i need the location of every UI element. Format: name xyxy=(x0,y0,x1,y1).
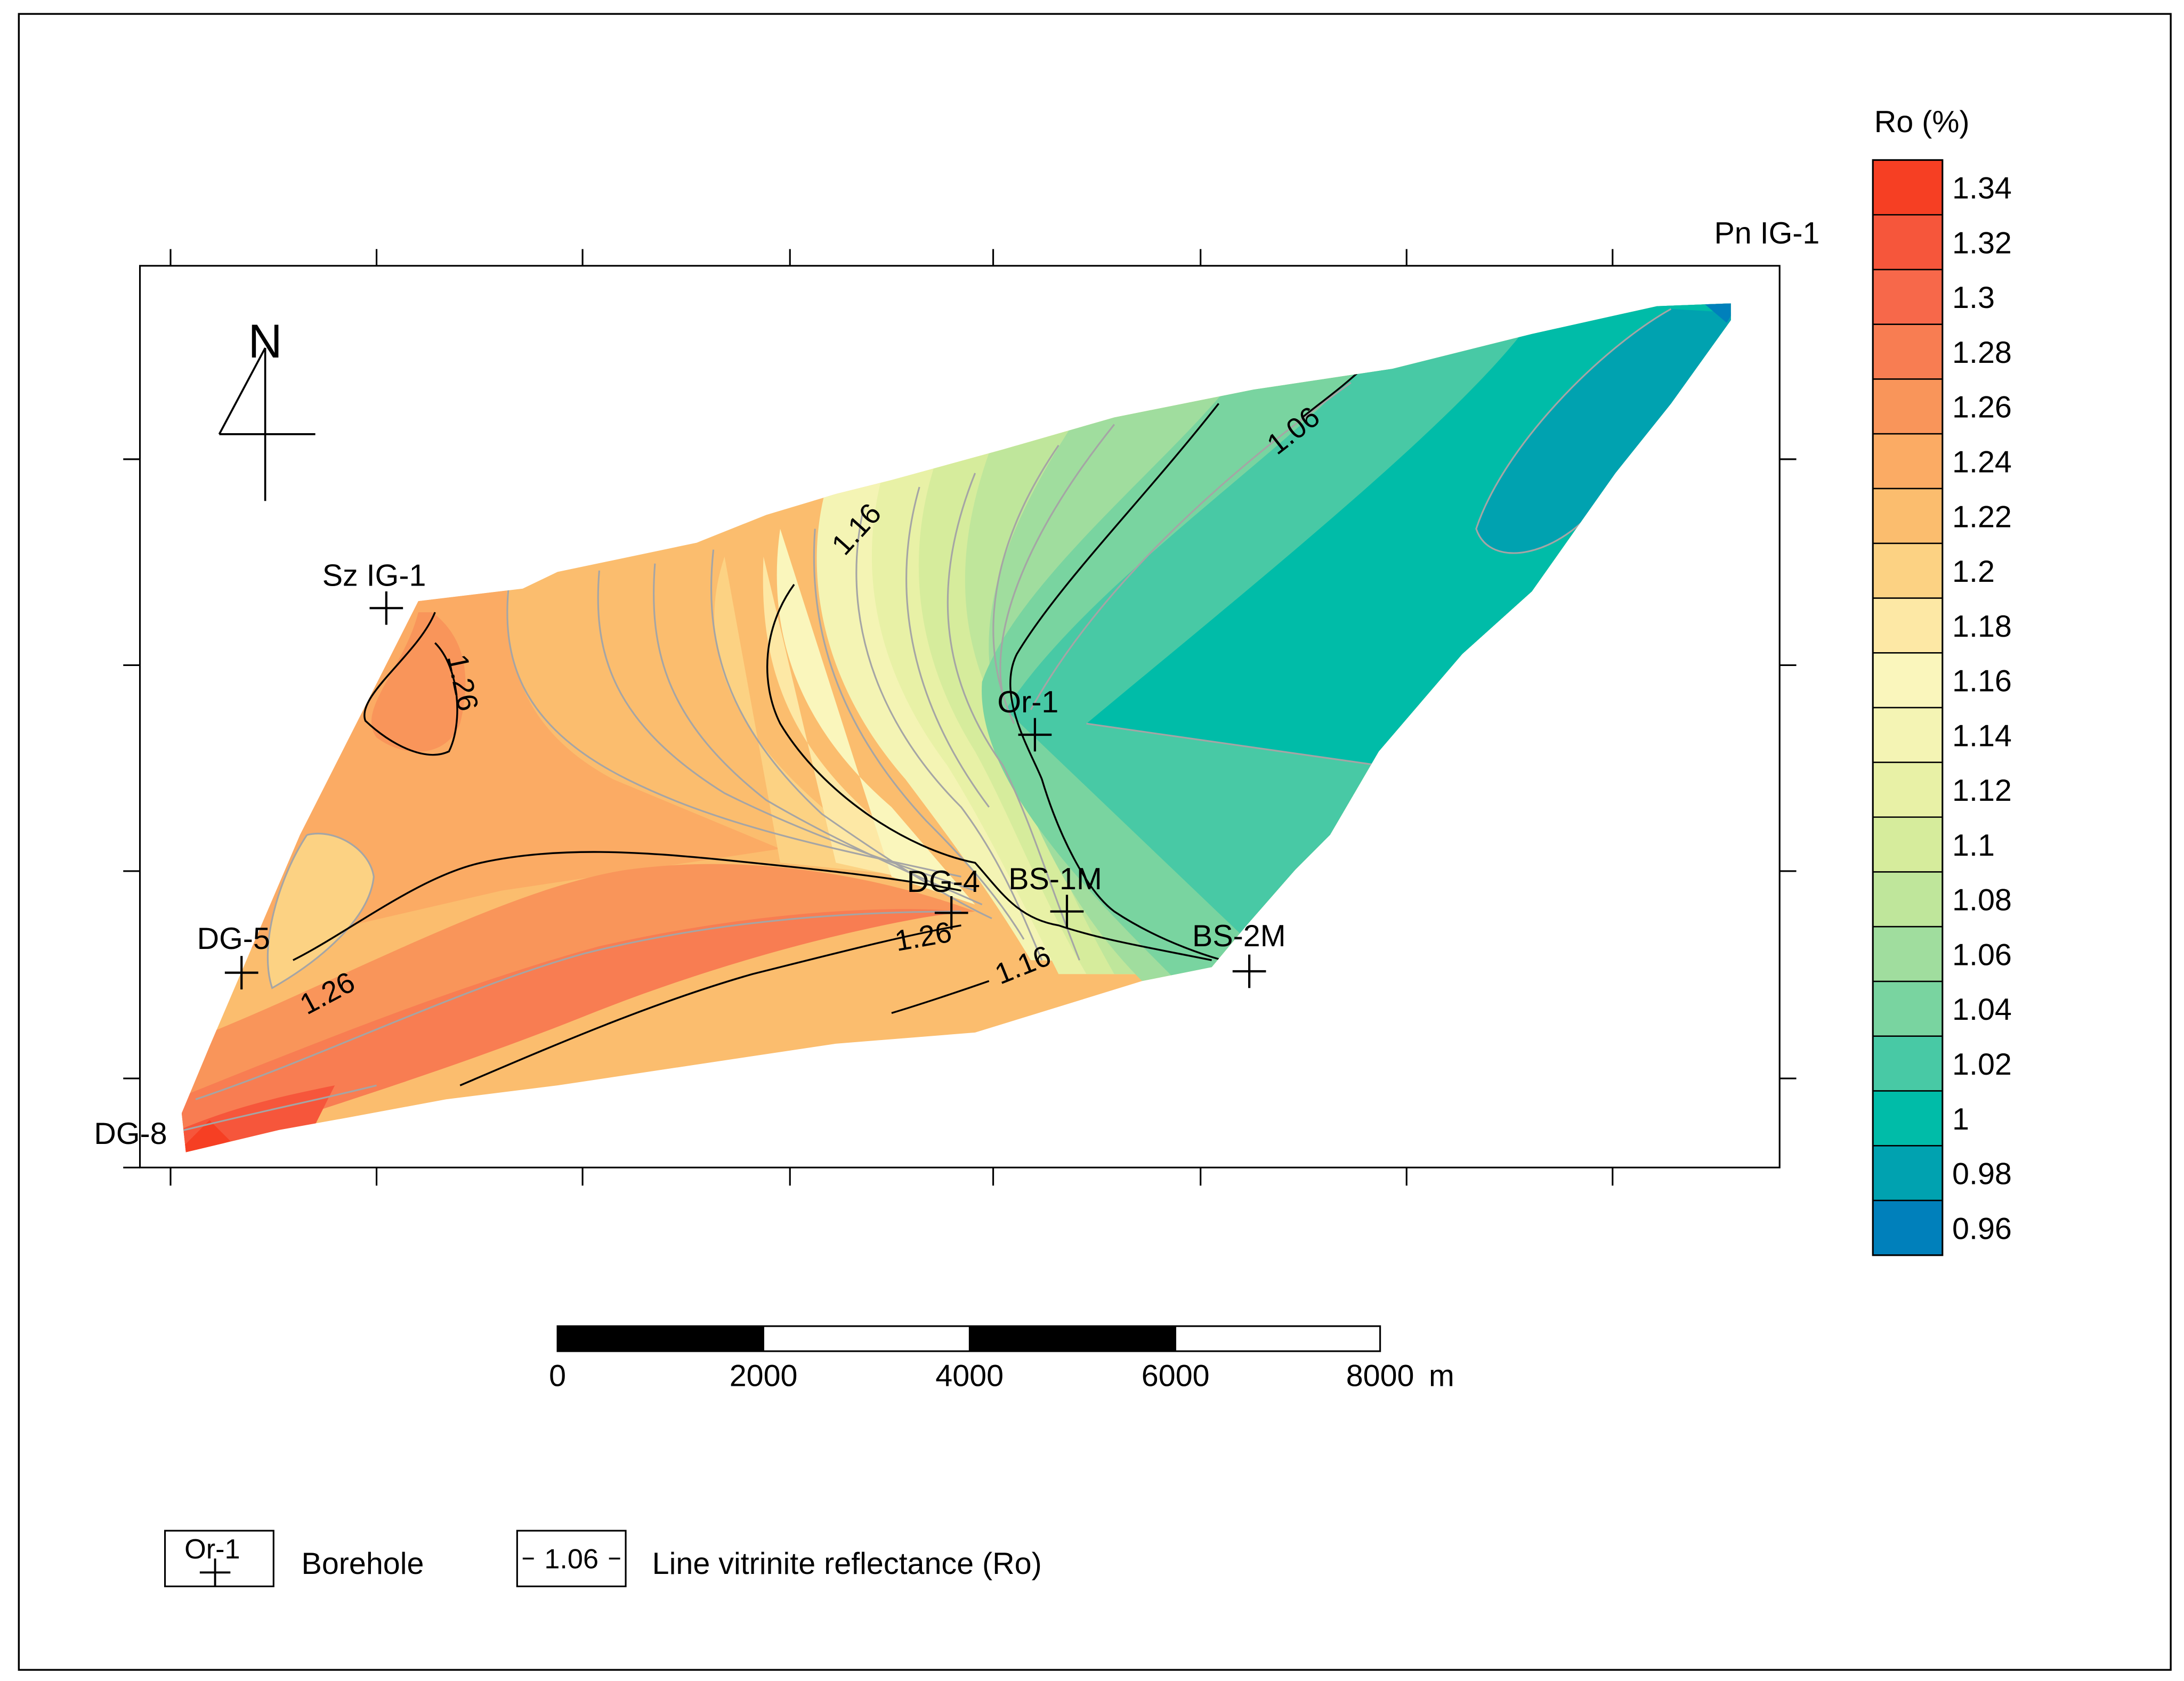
figure-border xyxy=(18,13,2172,1671)
borehole-pn-ig-1: Pn IG-1 xyxy=(1714,216,1819,250)
colorbar-title: Ro (%) xyxy=(1874,105,1970,139)
colorbar-tick-label: 1.24 xyxy=(1952,445,2012,479)
colorbar-tick-label: 1.34 xyxy=(1952,172,2012,206)
scale-tick-label: 8000 xyxy=(1346,1359,1414,1393)
borehole-markers: Sz IG-1 Or-1 DG-4 BS-1M BS-2M DG-5 DG-8 … xyxy=(94,216,1819,1151)
colorbar-swatch xyxy=(1873,160,1943,216)
legend-contour-line: 1.06 Line vitrinite reflectance (Ro) xyxy=(516,1530,1042,1587)
colorbar-swatch xyxy=(1873,269,1943,325)
scale-bar: 0 2000 4000 6000 8000 m xyxy=(549,1325,1454,1393)
colorbar-tick-label: 1.3 xyxy=(1952,281,1995,315)
colorbar-swatch xyxy=(1873,598,1943,654)
colorbar-tick-label: 1.14 xyxy=(1952,719,2012,753)
legend-borehole-symbol-label: Or-1 xyxy=(184,1534,240,1565)
borehole-dg-4: DG-4 xyxy=(907,865,980,930)
colorbar-swatch xyxy=(1873,215,1943,271)
colorbar-swatch xyxy=(1873,708,1943,764)
north-label: N xyxy=(248,315,282,368)
scale-unit: m xyxy=(1429,1359,1454,1393)
borehole-dg-5: DG-5 xyxy=(197,922,270,989)
borehole-label: BS-1M xyxy=(1008,862,1102,896)
borehole-dg-8: DG-8 xyxy=(94,1117,167,1151)
colorbar-swatches xyxy=(1873,160,1943,1256)
colorbar-tick-label: 1.16 xyxy=(1952,664,2012,699)
legend: Or-1 Borehole 1.06 Line vitrinite reflec… xyxy=(164,1530,1042,1587)
colorbar-tick-label: 1.32 xyxy=(1952,226,2012,260)
borehole-label: DG-5 xyxy=(197,922,270,956)
colorbar: Ro (%) 1.34 1.32 1.3 1.28 1.26 1.24 1.22 1.2 1.1… xyxy=(1872,105,2012,1256)
colorbar-swatch xyxy=(1873,1091,1943,1147)
colorbar-ticks: 1.34 1.32 1.3 1.28 1.26 1.24 1.22 1.2 1.18 1.16 1.… xyxy=(1952,172,2012,1246)
colorbar-swatch xyxy=(1873,762,1943,818)
colorbar-tick-label: 1.26 xyxy=(1952,391,2012,425)
colorbar-tick-label: 1.1 xyxy=(1952,829,1995,863)
legend-line-text: Line vitrinite reflectance (Ro) xyxy=(652,1547,1042,1581)
borehole-label: DG-8 xyxy=(94,1117,167,1151)
borehole-label: DG-4 xyxy=(907,865,980,899)
colorbar-tick-label: 1.2 xyxy=(1952,555,1995,589)
colorbar-swatch xyxy=(1873,817,1943,873)
legend-borehole-text: Borehole xyxy=(302,1547,424,1581)
colorbar-tick-label: 1.12 xyxy=(1952,774,2012,808)
colorbar-swatch xyxy=(1873,927,1943,982)
colorbar-tick-label: 1.18 xyxy=(1952,610,2012,644)
colorbar-tick-label: 1.08 xyxy=(1952,883,2012,917)
colorbar-tick-label: 1 xyxy=(1952,1102,1969,1136)
colorbar-tick-label: 0.98 xyxy=(1952,1157,2012,1191)
colorbar-swatch xyxy=(1873,488,1943,545)
colorbar-swatch xyxy=(1873,434,1943,490)
borehole-label: BS-2M xyxy=(1192,919,1286,953)
colorbar-tick-label: 1.04 xyxy=(1952,993,2012,1027)
borehole-bs-1m: BS-1M xyxy=(1008,862,1102,929)
colorbar-swatch xyxy=(1873,981,1943,1037)
borehole-label: Pn IG-1 xyxy=(1714,216,1819,250)
colorbar-swatch xyxy=(1873,324,1943,380)
scale-tick-label: 0 xyxy=(549,1359,566,1393)
north-arrow-icon xyxy=(218,347,316,501)
colorbar-swatch xyxy=(1873,653,1943,709)
colorbar-tick-label: 1.02 xyxy=(1952,1047,2012,1082)
legend-borehole: Or-1 Borehole xyxy=(164,1530,424,1587)
borehole-label: Sz IG-1 xyxy=(322,559,426,593)
colorbar-tick-label: 1.06 xyxy=(1952,938,2012,972)
colorbar-swatch xyxy=(1873,872,1943,928)
legend-line-symbol-label: 1.06 xyxy=(544,1544,598,1574)
colorbar-swatch xyxy=(1873,1146,1943,1201)
colorbar-swatch xyxy=(1873,1036,1943,1092)
colorbar-swatch xyxy=(1873,1200,1943,1256)
borehole-sz-ig-1: Sz IG-1 xyxy=(322,559,426,625)
borehole-bs-2m: BS-2M xyxy=(1192,919,1286,988)
scale-tick-label: 4000 xyxy=(935,1359,1004,1393)
borehole-or-1: Or-1 xyxy=(997,685,1058,752)
colorbar-swatch xyxy=(1873,543,1943,599)
colorbar-tick-label: 0.96 xyxy=(1952,1212,2012,1246)
colorbar-tick-label: 1.28 xyxy=(1952,336,2012,370)
borehole-label: Or-1 xyxy=(997,685,1058,719)
colorbar-tick-label: 1.22 xyxy=(1952,500,2012,534)
scale-tick-label: 6000 xyxy=(1142,1359,1210,1393)
scale-tick-label: 2000 xyxy=(730,1359,798,1393)
colorbar-swatch xyxy=(1873,379,1943,435)
